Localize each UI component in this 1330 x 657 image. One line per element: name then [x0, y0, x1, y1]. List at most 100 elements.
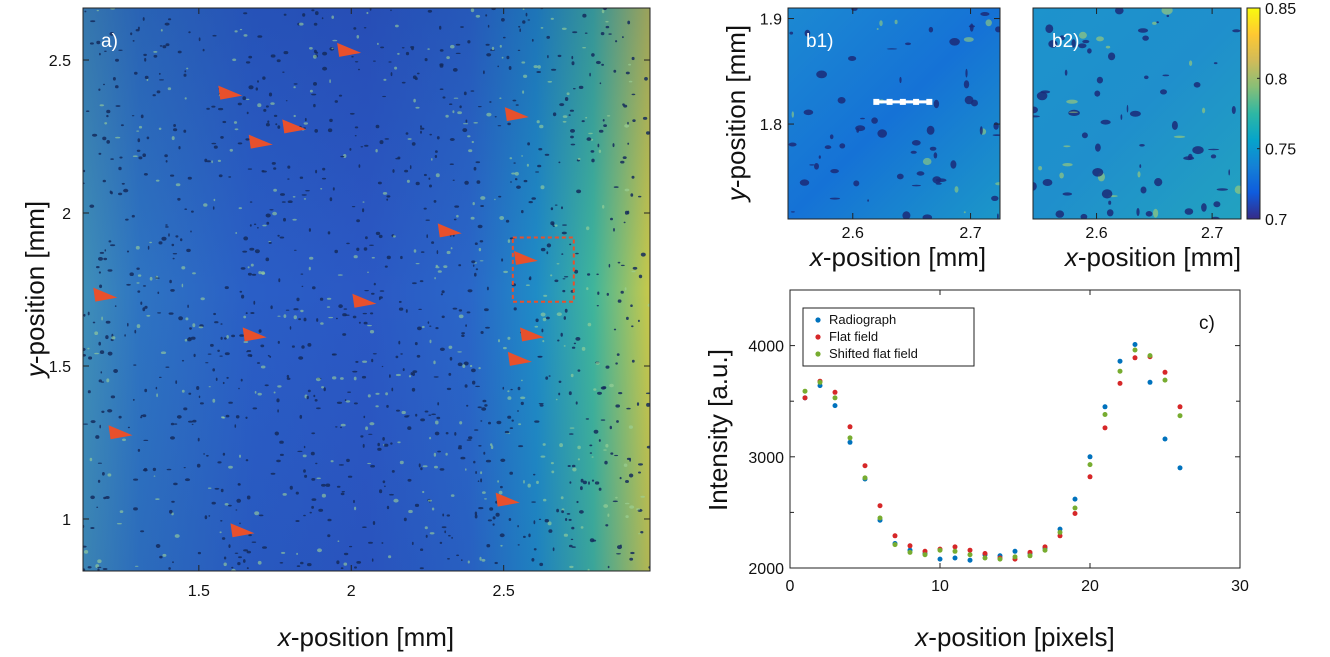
texture-speck — [340, 377, 344, 380]
texture-speck — [424, 410, 429, 413]
texture-speck — [474, 242, 478, 245]
texture-speck — [477, 406, 482, 409]
texture-speck — [575, 337, 581, 341]
texture-speck — [97, 559, 102, 563]
texture-speck — [165, 160, 168, 163]
texture-speck — [422, 465, 428, 468]
texture-speck — [170, 174, 175, 177]
texture-speck — [1139, 164, 1142, 169]
texture-speck — [329, 197, 333, 202]
texture-speck — [631, 359, 635, 363]
point-flat-field — [877, 503, 883, 509]
texture-speck — [521, 379, 523, 382]
texture-speck — [192, 272, 196, 275]
point-radiograph — [967, 557, 973, 563]
texture-speck — [320, 188, 323, 190]
texture-speck — [440, 293, 443, 296]
texture-speck — [505, 219, 510, 223]
texture-speck — [94, 331, 99, 336]
texture-speck — [1108, 52, 1116, 61]
texture-speck — [225, 414, 230, 418]
texture-speck — [1063, 145, 1071, 148]
texture-speck — [258, 271, 262, 275]
texture-speck — [571, 55, 574, 60]
texture-speck — [538, 518, 542, 521]
texture-speck — [550, 274, 553, 277]
texture-speck — [224, 352, 230, 356]
texture-speck — [371, 256, 375, 259]
texture-speck — [219, 531, 222, 534]
texture-speck — [490, 443, 493, 446]
texture-speck — [809, 164, 815, 166]
texture-speck — [473, 122, 479, 124]
texture-speck — [452, 234, 455, 237]
texture-speck — [293, 308, 299, 311]
texture-speck — [407, 478, 412, 482]
texture-speck — [190, 336, 196, 340]
texture-speck — [197, 551, 201, 555]
texture-speck — [375, 392, 380, 395]
texture-speck — [187, 304, 189, 308]
texture-speck — [220, 323, 223, 325]
texture-speck — [240, 267, 246, 270]
texture-speck — [303, 469, 306, 473]
texture-speck — [507, 415, 512, 419]
texture-speck — [644, 77, 648, 81]
texture-speck — [245, 312, 248, 315]
texture-speck — [231, 566, 234, 569]
texture-speck — [623, 221, 626, 224]
texture-speck — [355, 360, 359, 363]
texture-speck — [605, 21, 609, 23]
texture-speck — [188, 337, 192, 340]
texture-speck — [1082, 39, 1090, 44]
texture-speck — [618, 392, 623, 395]
texture-speck — [137, 26, 140, 30]
texture-speck — [309, 89, 313, 93]
y-tick-label: 3000 — [748, 450, 784, 467]
texture-speck — [434, 431, 440, 436]
texture-speck — [507, 336, 511, 340]
texture-speck — [429, 325, 432, 327]
texture-speck — [477, 480, 480, 483]
texture-speck — [969, 23, 974, 32]
texture-speck — [228, 465, 233, 469]
texture-speck — [282, 71, 285, 73]
texture-speck — [347, 475, 353, 478]
texture-speck — [418, 308, 422, 310]
texture-speck — [459, 421, 463, 425]
texture-speck — [577, 445, 581, 450]
texture-speck — [412, 282, 417, 285]
texture-speck — [558, 392, 561, 396]
point-flat-field — [847, 424, 853, 430]
texture-speck — [429, 532, 435, 535]
texture-speck — [1094, 90, 1101, 97]
texture-speck — [124, 334, 126, 337]
texture-speck — [598, 149, 602, 153]
texture-speck — [202, 48, 205, 52]
texture-speck — [485, 459, 492, 463]
texture-speck — [867, 199, 869, 202]
texture-speck — [389, 493, 394, 496]
texture-speck — [240, 378, 243, 382]
texture-speck — [556, 312, 562, 317]
texture-speck — [242, 250, 248, 253]
texture-speck — [563, 533, 569, 537]
texture-speck — [452, 307, 458, 310]
texture-speck — [464, 384, 468, 388]
texture-speck — [235, 509, 238, 511]
texture-speck — [1156, 21, 1159, 24]
texture-speck — [362, 360, 368, 363]
texture-speck — [645, 392, 650, 395]
texture-speck — [316, 318, 319, 322]
texture-speck — [506, 55, 510, 60]
texture-speck — [292, 218, 297, 221]
texture-speck — [138, 125, 143, 129]
texture-speck — [814, 163, 819, 170]
texture-speck — [356, 247, 360, 251]
texture-speck — [246, 111, 249, 115]
texture-speck — [471, 260, 476, 264]
texture-speck — [118, 415, 122, 419]
texture-speck — [109, 32, 115, 36]
texture-speck — [286, 377, 291, 380]
texture-speck — [353, 402, 358, 405]
